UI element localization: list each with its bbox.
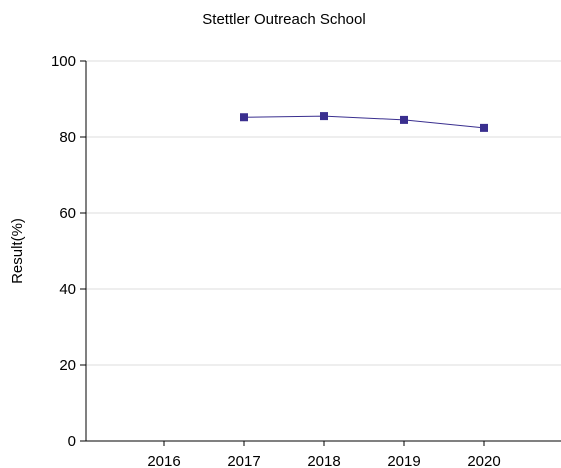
y-tick-label: 0 [68,433,76,450]
x-tick-label: 2019 [387,453,420,468]
y-tick-label: 20 [59,357,76,374]
y-tick-label: 40 [59,281,76,298]
data-point [240,113,248,122]
grid-lines [86,60,561,366]
series-line [243,115,485,129]
data-point [480,123,488,132]
x-tick-label: 2018 [307,453,340,468]
x-tick-label: 2016 [147,453,180,468]
data-point [320,112,328,121]
x-tick-label: 2017 [227,453,260,468]
series-layer [240,112,488,132]
y-tick-label: 100 [51,53,76,70]
x-tick-label: 2020 [467,453,500,468]
y-tick-label: 60 [59,205,76,222]
x-axis-ticks: 2016 2017 2018 2019 2020 [147,441,501,468]
chart-title: Stettler Outreach School [202,11,365,28]
y-axis-label: Result(%) [9,218,26,284]
data-point [400,115,408,124]
y-axis-ticks: 0 20 40 60 80 100 [51,53,86,450]
y-tick-label: 80 [59,129,76,146]
